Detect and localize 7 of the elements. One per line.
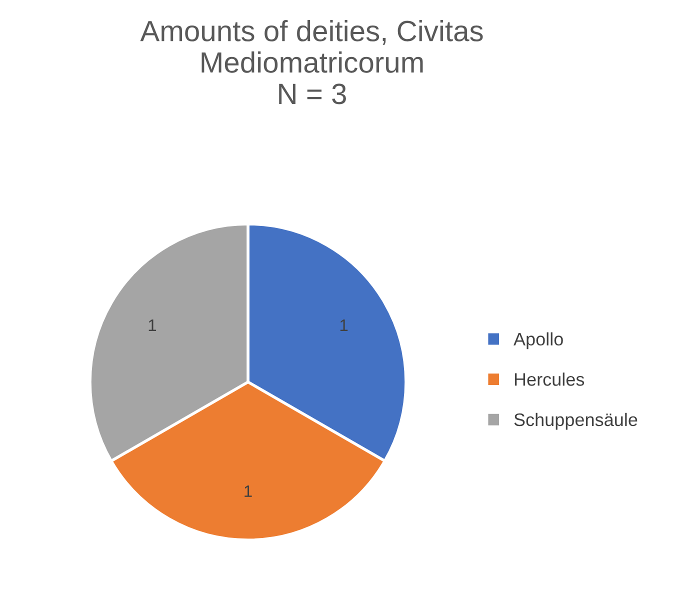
- data-label: 1: [340, 320, 348, 332]
- chart-title: Amounts of deities, Civitas Mediomatricorum N = 3: [140, 20, 483, 104]
- legend-label: Hercules: [514, 372, 584, 386]
- data-label: 1: [148, 320, 156, 332]
- legend-label: Schuppensäule: [514, 412, 638, 430]
- data-label: 1: [244, 485, 252, 497]
- legend-label: Apollo: [514, 332, 563, 350]
